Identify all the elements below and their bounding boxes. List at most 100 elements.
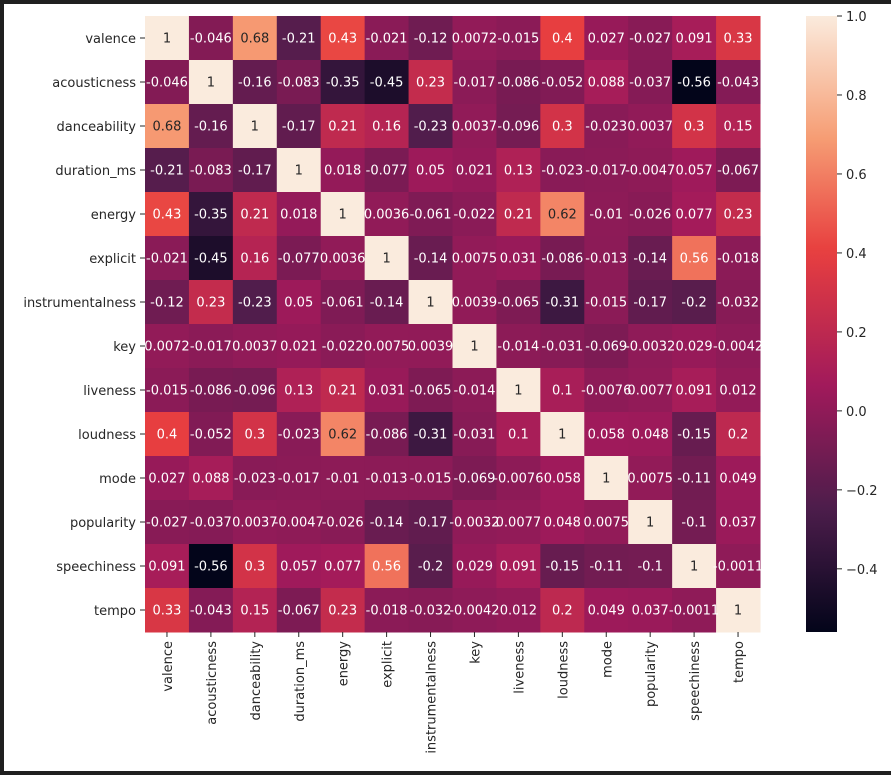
cell-duration_ms-acousticness	[188, 148, 234, 193]
cell-annotation: 0.037	[632, 604, 669, 619]
cell-liveness-explicit	[364, 368, 410, 413]
cell-danceability-explicit	[364, 104, 410, 149]
cell-annotation: -0.013	[585, 252, 627, 267]
cell-explicit-explicit	[364, 236, 410, 281]
cell-mode-tempo	[716, 456, 761, 501]
colorbar-tick-label: −0.2	[846, 484, 878, 499]
cell-annotation: 0.0039	[408, 340, 454, 355]
cell-annotation: -0.018	[366, 604, 408, 619]
cell-annotation: 0.23	[724, 208, 753, 223]
cell-tempo-speechiness	[672, 588, 717, 633]
cell-key-explicit	[364, 324, 410, 369]
cell-instrumentalness-danceability	[232, 280, 278, 325]
cell-annotation: 0.0037	[232, 516, 278, 531]
y-tick-label: duration_ms	[55, 164, 136, 179]
y-tick-label: danceability	[57, 120, 137, 135]
cell-acousticness-liveness	[496, 60, 541, 105]
cell-popularity-mode	[584, 500, 629, 545]
cell-loudness-danceability	[232, 412, 278, 457]
cell-annotation: -0.032	[410, 604, 452, 619]
x-tick-label: speechiness	[688, 641, 703, 721]
cell-acousticness-loudness	[540, 60, 585, 105]
cell-duration_ms-key	[452, 148, 497, 193]
cell-annotation: 0.012	[500, 604, 537, 619]
cell-annotation: 0.23	[328, 604, 357, 619]
cell-key-liveness	[496, 324, 541, 369]
cell-energy-popularity	[628, 192, 673, 237]
cell-instrumentalness-key	[452, 280, 497, 325]
cell-annotation: -0.027	[146, 516, 188, 531]
cell-danceability-mode	[584, 104, 629, 149]
cell-acousticness-mode	[584, 60, 629, 105]
cell-annotation: -0.0032	[449, 516, 499, 531]
cell-explicit-loudness	[540, 236, 585, 281]
cell-liveness-acousticness	[188, 368, 234, 413]
cell-mode-acousticness	[188, 456, 234, 501]
cell-annotation: -0.018	[717, 252, 759, 267]
cell-tempo-acousticness	[188, 588, 234, 633]
cell-annotation: 0.13	[504, 164, 533, 179]
x-tick-label: duration_ms	[293, 641, 308, 722]
cell-annotation: -0.096	[234, 384, 276, 399]
y-tick-label: loudness	[78, 428, 136, 443]
cell-annotation: -0.086	[541, 252, 583, 267]
cell-danceability-key	[452, 104, 497, 149]
cell-annotation: -0.56	[194, 560, 228, 575]
cell-instrumentalness-speechiness	[672, 280, 717, 325]
cell-energy-loudness	[540, 192, 585, 237]
colorbar-tick-label: 0.8	[846, 89, 867, 104]
cell-annotation: -0.12	[414, 32, 448, 47]
cell-annotation: -0.014	[497, 340, 539, 355]
cell-liveness-instrumentalness	[408, 368, 453, 413]
cell-valence-energy	[320, 16, 366, 61]
cell-liveness-duration_ms	[276, 368, 322, 413]
cell-annotation: 0.4	[552, 32, 573, 47]
colorbar-tick-label: 0.0	[846, 405, 867, 420]
cell-annotation: 0.027	[148, 472, 185, 487]
cell-danceability-speechiness	[672, 104, 717, 149]
cell-loudness-liveness	[496, 412, 541, 457]
cell-annotation: 0.23	[416, 76, 445, 91]
cell-popularity-energy	[320, 500, 366, 545]
cell-duration_ms-duration_ms	[276, 148, 322, 193]
cell-annotation: -0.037	[629, 76, 671, 91]
y-tick-label: speechiness	[56, 560, 136, 575]
cell-danceability-tempo	[716, 104, 761, 149]
cell-annotation: 0.077	[324, 560, 361, 575]
cell-annotation: -0.043	[717, 76, 759, 91]
cell-annotation: -0.45	[370, 76, 404, 91]
cell-key-instrumentalness	[408, 324, 453, 369]
cell-liveness-tempo	[716, 368, 761, 413]
cell-acousticness-key	[452, 60, 497, 105]
cell-annotation: 0.058	[544, 472, 581, 487]
cell-annotation: 1	[426, 296, 434, 311]
cell-liveness-mode	[584, 368, 629, 413]
cell-annotation: -0.14	[633, 252, 667, 267]
cell-valence-instrumentalness	[408, 16, 453, 61]
cell-annotation: 0.049	[719, 472, 756, 487]
cell-annotation: -0.043	[190, 604, 232, 619]
cell-annotation: -0.017	[585, 164, 627, 179]
cell-annotation: -0.1	[637, 560, 662, 575]
cell-annotation: 0.029	[675, 340, 712, 355]
cell-annotation: -0.077	[278, 252, 320, 267]
cell-duration_ms-speechiness	[672, 148, 717, 193]
cell-duration_ms-instrumentalness	[408, 148, 453, 193]
cell-danceability-loudness	[540, 104, 585, 149]
cell-annotation: -0.026	[322, 516, 364, 531]
cell-annotation: -0.21	[282, 32, 316, 47]
cell-duration_ms-valence	[145, 148, 190, 193]
cell-annotation: 0.0075	[364, 340, 410, 355]
cell-tempo-valence	[145, 588, 190, 633]
cell-annotation: 0.091	[675, 32, 712, 47]
cell-annotation: 0.031	[368, 384, 405, 399]
cell-annotation: 0.048	[632, 428, 669, 443]
cell-annotation: 0.16	[372, 120, 401, 135]
cell-annotation: 0.05	[284, 296, 313, 311]
cell-annotation: 1	[470, 340, 478, 355]
cell-annotation: -0.021	[146, 252, 188, 267]
cell-annotation: -0.061	[322, 296, 364, 311]
cell-annotation: -0.022	[454, 208, 496, 223]
cell-popularity-duration_ms	[276, 500, 322, 545]
cell-tempo-popularity	[628, 588, 673, 633]
